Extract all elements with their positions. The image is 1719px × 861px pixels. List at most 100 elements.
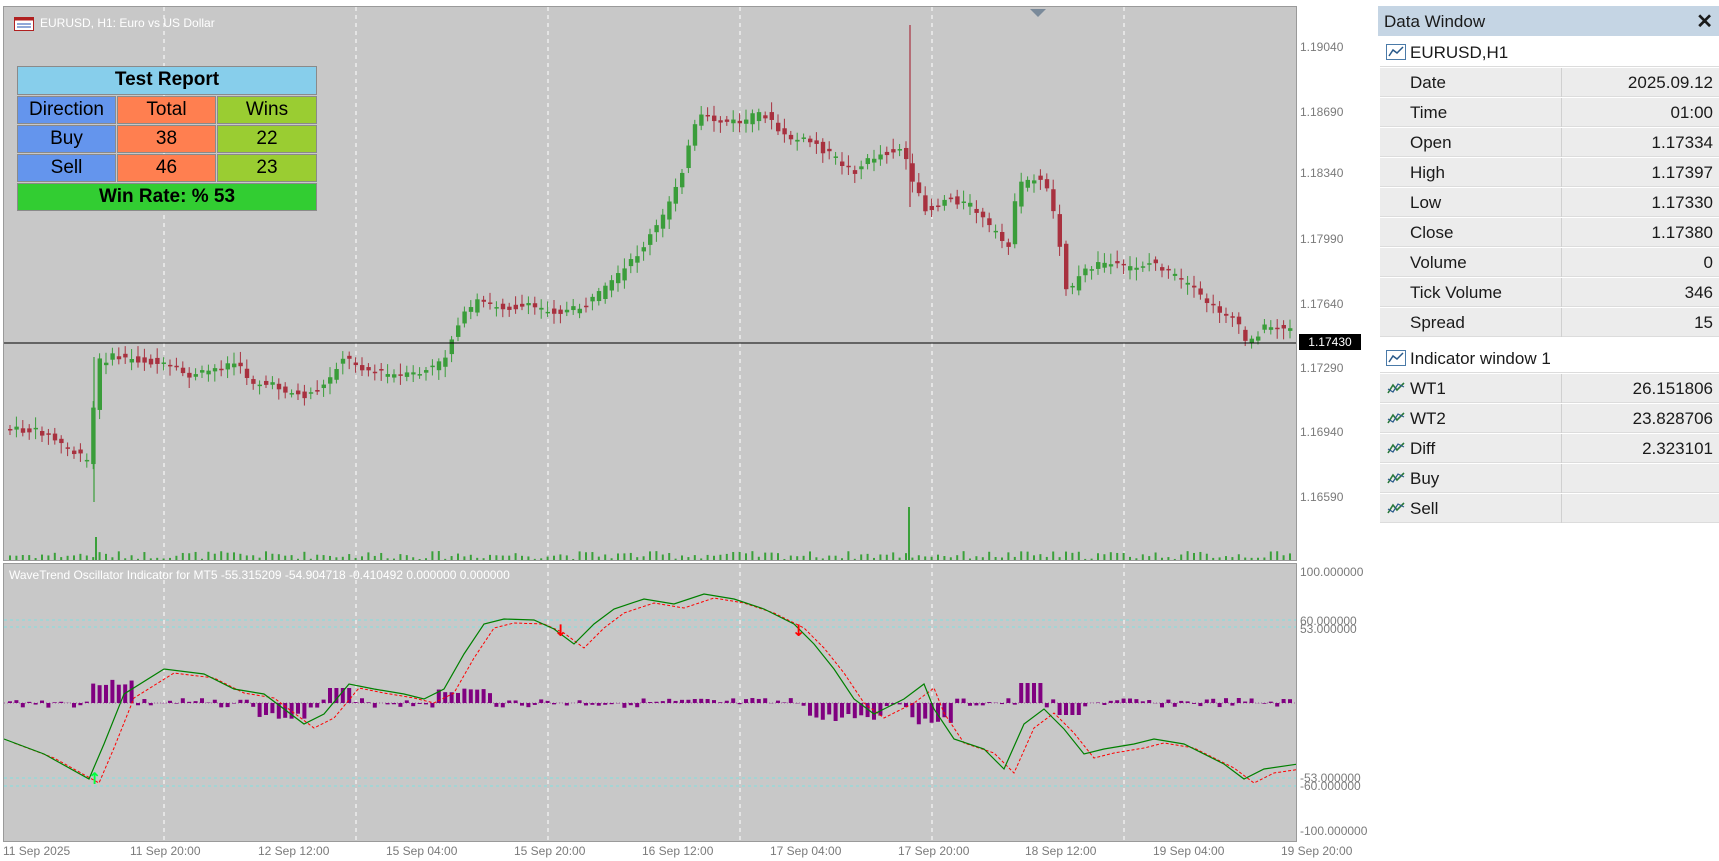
data-value-row[interactable]: Open 1.17334: [1380, 128, 1719, 157]
volume-bar: [642, 556, 645, 560]
histogram-bar: [78, 703, 83, 706]
data-value-row[interactable]: Low 1.17330: [1380, 188, 1719, 217]
data-value-row[interactable]: Volume 0: [1380, 248, 1719, 277]
data-value-row[interactable]: Spread 15: [1380, 308, 1719, 337]
volume-bar: [572, 558, 575, 560]
volume-bar: [949, 557, 952, 560]
volume-bar: [809, 551, 811, 560]
data-value-row[interactable]: Tick Volume 346: [1380, 278, 1719, 307]
indicator-line-icon: [1387, 382, 1405, 394]
candle-body: [424, 370, 429, 373]
volume-bar: [1122, 552, 1125, 560]
candle-body: [1012, 201, 1018, 245]
price-level: 1.18340: [1300, 166, 1344, 180]
candle-body: [430, 365, 435, 368]
histogram-bar: [648, 702, 652, 703]
price-chart-pane[interactable]: EURUSD, H1: Euro vs US Dollar Test Repor…: [3, 6, 1297, 561]
candle-body: [884, 151, 890, 156]
histogram-bar: [8, 701, 12, 703]
close-icon[interactable]: ✕: [1696, 11, 1713, 33]
histogram-bar: [180, 698, 185, 703]
volume-bar: [981, 557, 984, 560]
histogram-bar: [251, 703, 256, 707]
data-value-row[interactable]: High 1.17397: [1380, 158, 1719, 187]
row-value: 01:00: [1670, 103, 1713, 122]
histogram-bar: [315, 703, 320, 708]
candle-body: [1064, 243, 1069, 290]
indicator-value-row[interactable]: Sell: [1380, 494, 1719, 523]
indicator-title: WaveTrend Oscillator Indicator for MT5 -…: [9, 568, 510, 582]
histogram-bar: [820, 703, 825, 720]
histogram-bar: [961, 698, 966, 703]
indicator-level: -60.000000: [1300, 779, 1361, 793]
volume-bar: [885, 554, 888, 560]
histogram-bar: [481, 689, 486, 703]
volume-bar: [604, 554, 607, 560]
candle-body: [289, 393, 294, 395]
candle-body: [808, 138, 813, 143]
volume-bar: [732, 552, 735, 560]
candle-body: [865, 158, 870, 165]
volume-bar: [431, 551, 434, 560]
candle-body: [936, 205, 941, 208]
histogram-bar: [635, 703, 640, 708]
candle-body: [283, 386, 288, 393]
time-scale[interactable]: 11 Sep 2025 11 Sep 20:00 12 Sep 12:00 15…: [0, 842, 1376, 861]
volume-bar: [655, 551, 658, 560]
indicator-value-row[interactable]: Diff 2.323101: [1380, 434, 1719, 463]
candle-body: [91, 407, 96, 465]
indicator-value-row[interactable]: Buy: [1380, 464, 1719, 493]
volume-bar: [482, 558, 485, 560]
volume-bar: [687, 557, 690, 560]
volume-bar: [1244, 557, 1247, 560]
indicator-level: 60.000000: [1300, 614, 1357, 628]
data-value-row[interactable]: Close 1.17380: [1380, 218, 1719, 247]
data-value-row[interactable]: Date 2025.09.12: [1380, 68, 1719, 97]
volume-bar: [1250, 557, 1253, 560]
histogram-bar: [302, 703, 307, 719]
volume-bar: [1013, 556, 1016, 560]
histogram-bar: [628, 703, 633, 706]
candle-body: [584, 305, 589, 308]
volume-bar: [770, 552, 773, 560]
price-level: 1.19040: [1300, 40, 1344, 54]
row-value: 0: [1703, 253, 1713, 272]
column-divider: [1561, 188, 1562, 217]
candle-body: [308, 392, 314, 394]
histogram-bar: [731, 698, 736, 703]
histogram-bar: [686, 699, 691, 703]
report-title: Test Report: [17, 66, 317, 95]
candle-body: [52, 433, 58, 441]
histogram-bar: [776, 700, 780, 703]
volume-bar: [815, 557, 818, 560]
indicator-group-row[interactable]: Indicator window 1: [1380, 344, 1719, 373]
data-value-row[interactable]: Time 01:00: [1380, 98, 1719, 127]
candle-body: [916, 182, 922, 194]
candle-body: [411, 372, 416, 375]
histogram-bar: [46, 703, 51, 708]
wt1-line: [4, 593, 1296, 780]
volume-bar: [700, 558, 703, 560]
chart-window[interactable]: EURUSD, H1: Euro vs US Dollar Test Repor…: [0, 0, 1376, 861]
histogram-bar: [417, 703, 422, 704]
volume-bar: [194, 551, 197, 560]
volume-bar: [495, 555, 498, 560]
report-win-rate: Win Rate: % 53: [17, 183, 317, 211]
indicator-pane[interactable]: ↑ ↓ ↓ WaveTrend Oscillator Indicator for M…: [3, 563, 1297, 842]
symbol-group-row[interactable]: EURUSD,H1: [1380, 38, 1719, 67]
histogram-bar: [129, 680, 134, 703]
histogram-bar: [340, 688, 345, 703]
indicator-value-row[interactable]: WT2 23.828706: [1380, 404, 1719, 433]
wt2-line: [13, 597, 1296, 784]
price-scale[interactable]: 1.19040 1.18690 1.18340 1.17990 1.17640 …: [1297, 6, 1376, 842]
volume-bar: [757, 556, 760, 560]
time-label: 19 Sep 04:00: [1153, 844, 1225, 858]
candle-body: [1185, 282, 1190, 285]
indicator-value-row[interactable]: WT1 26.151806: [1380, 374, 1719, 403]
histogram-bar: [1096, 702, 1100, 703]
volume-bar: [937, 554, 939, 560]
indicator-line-icon: [1387, 472, 1405, 484]
time-label: 11 Sep 2025: [3, 844, 71, 858]
volume-bar: [284, 555, 287, 560]
histogram-bar: [97, 685, 102, 703]
